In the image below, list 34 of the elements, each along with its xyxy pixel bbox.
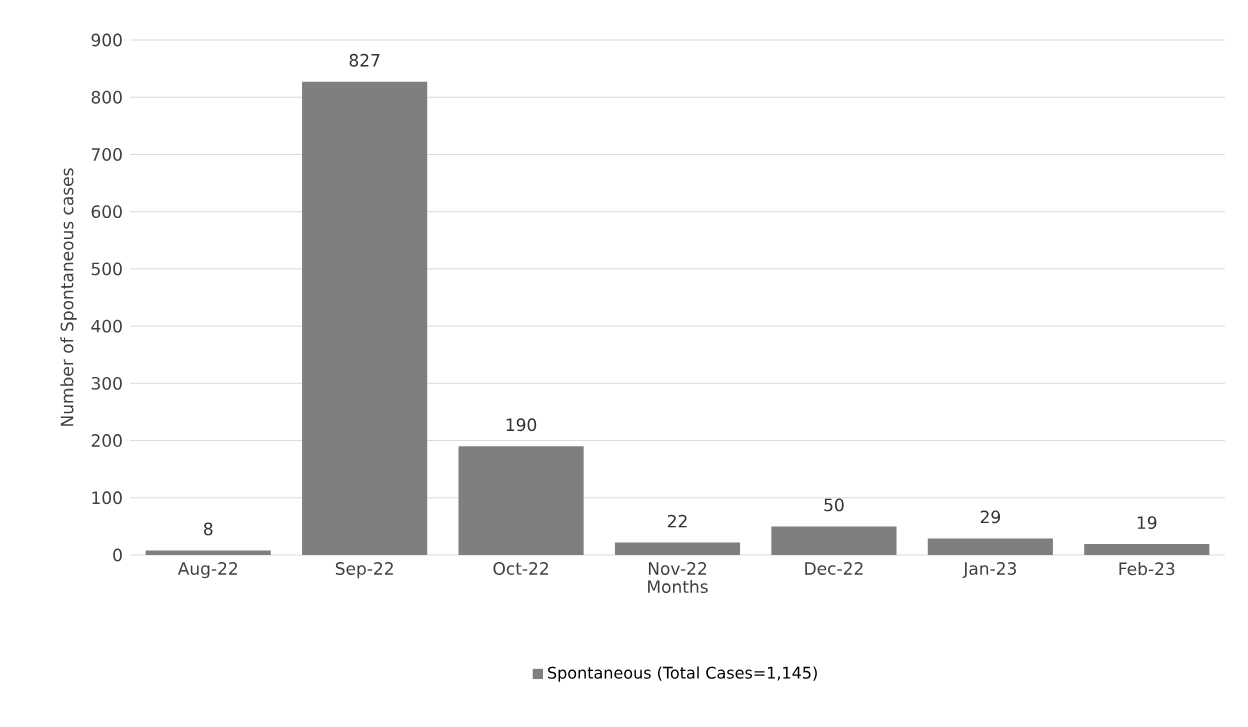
y-axis-title: Number of Spontaneous cases	[60, 168, 77, 426]
y-tick-label: 300	[91, 376, 122, 390]
x-tick-label: Dec-22	[805, 562, 863, 575]
x-tick-label: Jan-23	[962, 562, 1016, 579]
y-tick-label: 800	[91, 90, 122, 104]
bar	[927, 538, 1053, 555]
data-label: 22	[667, 514, 687, 528]
data-label: 8	[203, 522, 213, 536]
x-tick-label: Feb-23	[1119, 562, 1175, 576]
x-tick-label: Oct-22	[493, 562, 548, 575]
bar	[458, 446, 584, 555]
x-tick-label: Aug-22	[177, 562, 238, 579]
x-axis-title: Months	[648, 579, 708, 594]
legend-label: Spontaneous (Total Cases=1,145)	[548, 666, 817, 682]
y-tick-label: 900	[91, 33, 122, 47]
data-label: 19	[1137, 516, 1157, 530]
y-tick-label: 200	[91, 434, 122, 447]
y-tick-label: 400	[91, 319, 122, 333]
data-label: 29	[980, 510, 1000, 524]
data-label: 50	[824, 498, 844, 512]
bar	[1084, 544, 1210, 555]
x-tick-label: Nov-22	[648, 562, 707, 575]
bar	[302, 81, 428, 555]
y-tick-label: 500	[91, 262, 122, 276]
x-tick-label: Sep-22	[335, 562, 393, 579]
y-tick-label: 700	[91, 148, 122, 161]
data-label: 827	[349, 53, 380, 67]
y-tick-label: 0	[113, 548, 122, 562]
data-label: 190	[506, 418, 537, 432]
y-tick-label: 600	[91, 205, 122, 219]
bar	[614, 542, 741, 555]
bar	[771, 526, 897, 555]
y-tick-label: 100	[92, 491, 122, 505]
bar	[145, 550, 271, 555]
